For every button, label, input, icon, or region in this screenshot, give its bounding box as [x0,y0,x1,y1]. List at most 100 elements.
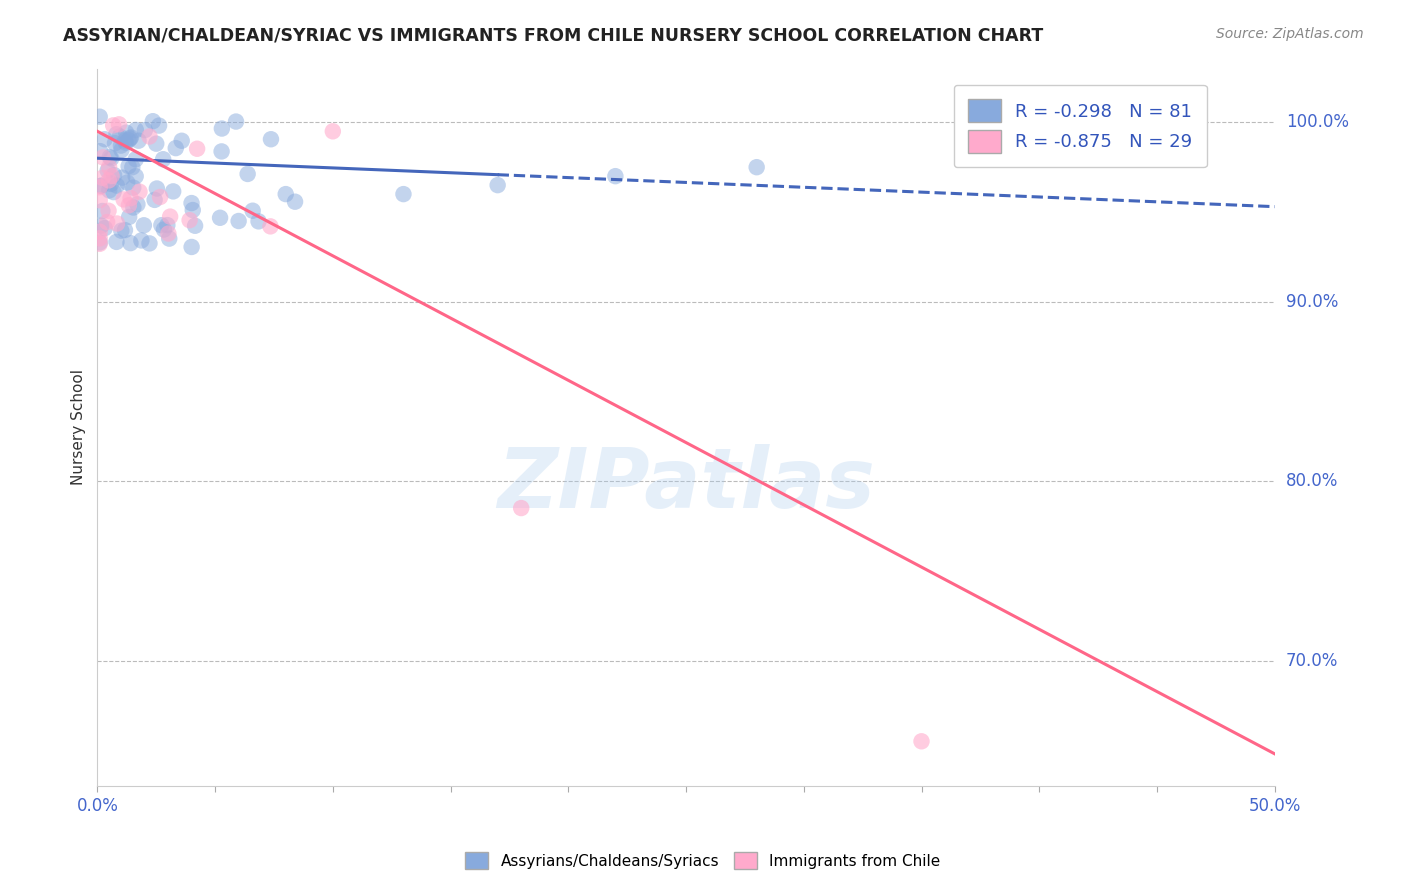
Point [159,210,181,224]
Point [98,150,121,164]
Point [170,134,193,148]
Legend: R = -0.298   N = 81, R = -0.875   N = 29: R = -0.298 N = 81, R = -0.875 N = 29 [953,85,1206,167]
Point [89,225,111,239]
Point [89,193,111,207]
Point [98,183,121,197]
Point [103,185,125,199]
Point [89,180,111,194]
Text: 90.0%: 90.0% [1286,293,1339,310]
Point [165,141,187,155]
Point [180,196,202,211]
Point [100,177,122,191]
Point [145,136,167,151]
Point [100,152,122,166]
Point [91,170,114,185]
Point [120,130,142,145]
Point [322,124,344,138]
Point [186,142,208,156]
Point [157,231,180,245]
Point [162,185,184,199]
Text: Source: ZipAtlas.com: Source: ZipAtlas.com [1216,27,1364,41]
Point [111,170,134,185]
Point [152,153,174,167]
Point [114,134,136,148]
Point [260,132,283,146]
Point [97,203,120,218]
Point [91,204,114,219]
Point [486,178,509,193]
Point [127,197,149,211]
Point [108,129,131,144]
Point [97,173,120,187]
Point [89,236,111,251]
Point [605,169,627,183]
Point [910,734,932,748]
Point [125,153,148,167]
Point [157,227,180,241]
Point [131,234,153,248]
Y-axis label: Nursery School: Nursery School [72,369,86,485]
Point [100,169,122,183]
Point [179,213,201,227]
Text: 70.0%: 70.0% [1286,651,1339,670]
Point [121,160,143,174]
Point [114,136,136,150]
Point [1076,142,1098,156]
Point [105,178,128,193]
Point [259,219,281,234]
Point [225,114,247,128]
Point [104,136,127,151]
Point [125,169,148,184]
Point [120,236,142,251]
Point [89,231,111,245]
Point [118,198,141,212]
Point [134,123,156,137]
Point [90,178,112,193]
Point [118,131,141,145]
Point [211,121,233,136]
Point [97,163,120,178]
Point [105,235,128,249]
Point [114,223,136,237]
Point [153,222,176,236]
Point [122,201,145,215]
Point [90,219,112,233]
Point [132,219,155,233]
Point [90,178,112,193]
Point [745,160,768,174]
Text: ASSYRIAN/CHALDEAN/SYRIAC VS IMMIGRANTS FROM CHILE NURSERY SCHOOL CORRELATION CHA: ASSYRIAN/CHALDEAN/SYRIAC VS IMMIGRANTS F… [63,27,1043,45]
Point [236,167,259,181]
Point [146,181,169,195]
Point [247,214,270,228]
Point [120,191,142,205]
Point [149,190,172,204]
Point [117,133,139,147]
Text: 80.0%: 80.0% [1286,472,1339,490]
Point [128,134,150,148]
Point [211,145,233,159]
Text: ZIPatlas: ZIPatlas [498,444,875,525]
Point [108,117,131,131]
Point [392,187,415,202]
Point [110,224,132,238]
Point [274,187,297,202]
Point [128,185,150,199]
Point [180,240,202,254]
Point [284,194,307,209]
Point [89,110,111,124]
Point [209,211,232,225]
Point [150,218,173,232]
Point [142,114,165,128]
Point [91,150,114,164]
Point [181,202,204,217]
Point [117,159,139,173]
Point [242,203,264,218]
Point [115,176,138,190]
Point [156,218,179,232]
Point [89,144,111,158]
Point [96,215,118,229]
Point [122,180,145,194]
Point [138,129,160,144]
Point [143,193,166,207]
Point [103,119,125,133]
